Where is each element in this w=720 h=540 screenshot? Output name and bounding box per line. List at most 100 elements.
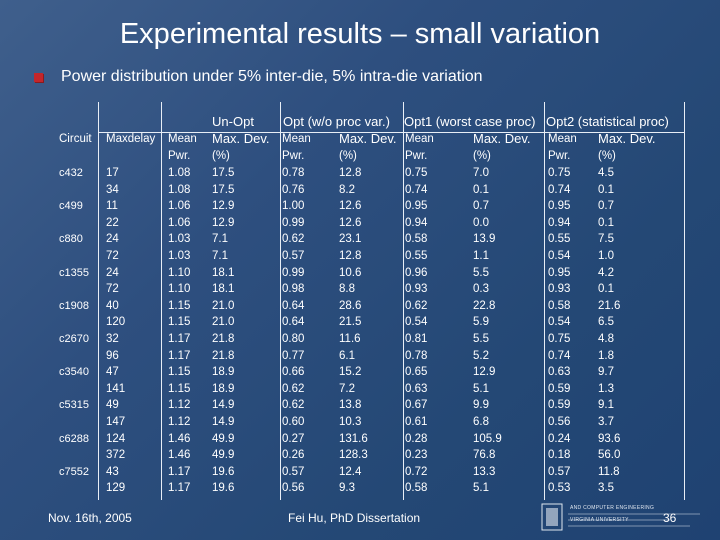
cell-maxdelay: 24 <box>106 267 119 279</box>
cell-max-dev: 5.5 <box>473 333 489 345</box>
university-logo: AND COMPUTER ENGINEERING VIRGINIA UNIVER… <box>540 500 710 534</box>
cell-mean-power: 0.93 <box>548 283 571 295</box>
cell-circuit: c5315 <box>59 399 89 411</box>
cell-max-dev: 12.9 <box>473 366 496 378</box>
cell-mean-power: 0.54 <box>548 250 571 262</box>
cell-max-dev: 21.0 <box>212 316 235 328</box>
cell-mean-power: 0.99 <box>282 217 305 229</box>
cell-circuit: c2670 <box>59 333 89 345</box>
col-header-mean: Mean <box>168 133 197 145</box>
cell-max-dev: 18.1 <box>212 283 235 295</box>
cell-circuit: c880 <box>59 233 83 245</box>
cell-mean-power: 0.62 <box>282 233 305 245</box>
cell-max-dev: 17.5 <box>212 167 235 179</box>
cell-mean-power: 0.27 <box>282 433 305 445</box>
cell-mean-power: 1.17 <box>168 333 191 345</box>
cell-mean-power: 1.15 <box>168 366 191 378</box>
cell-maxdelay: 34 <box>106 184 119 196</box>
cell-mean-power: 0.96 <box>405 267 428 279</box>
table-column-divider <box>280 102 281 500</box>
cell-max-dev: 9.9 <box>473 399 489 411</box>
cell-mean-power: 0.62 <box>282 399 305 411</box>
cell-max-dev: 9.3 <box>339 482 355 494</box>
cell-mean-power: 0.80 <box>282 333 305 345</box>
cell-max-dev: 18.9 <box>212 366 235 378</box>
cell-circuit: c6288 <box>59 433 89 445</box>
cell-max-dev: 13.9 <box>473 233 496 245</box>
group-header-opt1: Opt1 (worst case proc) <box>404 114 536 129</box>
cell-max-dev: 12.9 <box>212 200 235 212</box>
cell-mean-power: 0.95 <box>548 200 571 212</box>
cell-mean-power: 1.17 <box>168 466 191 478</box>
cell-max-dev: 21.8 <box>212 333 235 345</box>
cell-mean-power: 0.63 <box>548 366 571 378</box>
cell-max-dev: 9.7 <box>598 366 614 378</box>
cell-max-dev: 23.1 <box>339 233 362 245</box>
cell-max-dev: 7.1 <box>212 233 228 245</box>
cell-max-dev: 22.8 <box>473 300 496 312</box>
col-header-pwr: Pwr. <box>405 150 428 162</box>
cell-mean-power: 0.95 <box>548 267 571 279</box>
cell-max-dev: 49.9 <box>212 449 235 461</box>
cell-mean-power: 0.60 <box>282 416 305 428</box>
cell-max-dev: 13.3 <box>473 466 496 478</box>
cell-max-dev: 7.5 <box>598 233 614 245</box>
footer-date: Nov. 16th, 2005 <box>48 511 132 525</box>
cell-maxdelay: 141 <box>106 383 126 395</box>
cell-max-dev: 4.5 <box>598 167 614 179</box>
cell-max-dev: 1.8 <box>598 350 614 362</box>
cell-maxdelay: 72 <box>106 283 119 295</box>
col-header-circuit: Circuit <box>59 133 92 145</box>
cell-mean-power: 1.17 <box>168 350 191 362</box>
cell-maxdelay: 124 <box>106 433 126 445</box>
cell-max-dev: 5.1 <box>473 482 489 494</box>
cell-max-dev: 17.5 <box>212 184 235 196</box>
col-header-pwr: Pwr. <box>548 150 571 162</box>
col-header-maxdev: Max. Dev. <box>473 131 531 146</box>
cell-mean-power: 0.75 <box>548 333 571 345</box>
cell-circuit: c432 <box>59 167 83 179</box>
col-header-mean: Mean <box>405 133 434 145</box>
cell-max-dev: 10.6 <box>339 267 362 279</box>
cell-max-dev: 5.2 <box>473 350 489 362</box>
cell-max-dev: 131.6 <box>339 433 368 445</box>
cell-max-dev: 1.0 <box>598 250 614 262</box>
col-header-maxdelay: Maxdelay <box>106 133 156 145</box>
cell-maxdelay: 129 <box>106 482 126 494</box>
cell-mean-power: 0.56 <box>282 482 305 494</box>
cell-max-dev: 11.6 <box>339 333 361 345</box>
cell-mean-power: 0.28 <box>405 433 428 445</box>
cell-max-dev: 18.9 <box>212 383 235 395</box>
cell-mean-power: 0.55 <box>405 250 428 262</box>
cell-mean-power: 0.54 <box>548 316 571 328</box>
cell-mean-power: 0.95 <box>405 200 428 212</box>
group-header-opt: Opt (w/o proc var.) <box>283 114 390 129</box>
cell-max-dev: 4.8 <box>598 333 614 345</box>
bullet-square-icon <box>34 72 43 82</box>
cell-mean-power: 1.08 <box>168 167 191 179</box>
cell-mean-power: 1.46 <box>168 449 191 461</box>
cell-max-dev: 1.1 <box>473 250 489 262</box>
cell-maxdelay: 22 <box>106 217 119 229</box>
col-header-mean: Mean <box>282 133 311 145</box>
cell-maxdelay: 11 <box>106 200 118 212</box>
cell-max-dev: 8.2 <box>339 184 355 196</box>
cell-mean-power: 1.03 <box>168 250 191 262</box>
col-header-pwr: Pwr. <box>168 150 191 162</box>
cell-max-dev: 3.5 <box>598 482 614 494</box>
cell-mean-power: 0.94 <box>548 217 571 229</box>
cell-mean-power: 0.72 <box>405 466 428 478</box>
logo-text-line1: AND COMPUTER ENGINEERING <box>570 505 655 511</box>
table-column-divider <box>684 102 685 500</box>
cell-max-dev: 12.6 <box>339 200 362 212</box>
cell-max-dev: 0.7 <box>473 200 489 212</box>
cell-maxdelay: 17 <box>106 167 119 179</box>
cell-mean-power: 1.06 <box>168 217 191 229</box>
cell-mean-power: 0.64 <box>282 316 305 328</box>
cell-maxdelay: 43 <box>106 466 119 478</box>
cell-mean-power: 0.77 <box>282 350 305 362</box>
cell-mean-power: 0.78 <box>405 350 428 362</box>
page-number: 36 <box>663 511 677 525</box>
cell-mean-power: 0.64 <box>282 300 305 312</box>
cell-mean-power: 1.12 <box>168 416 191 428</box>
